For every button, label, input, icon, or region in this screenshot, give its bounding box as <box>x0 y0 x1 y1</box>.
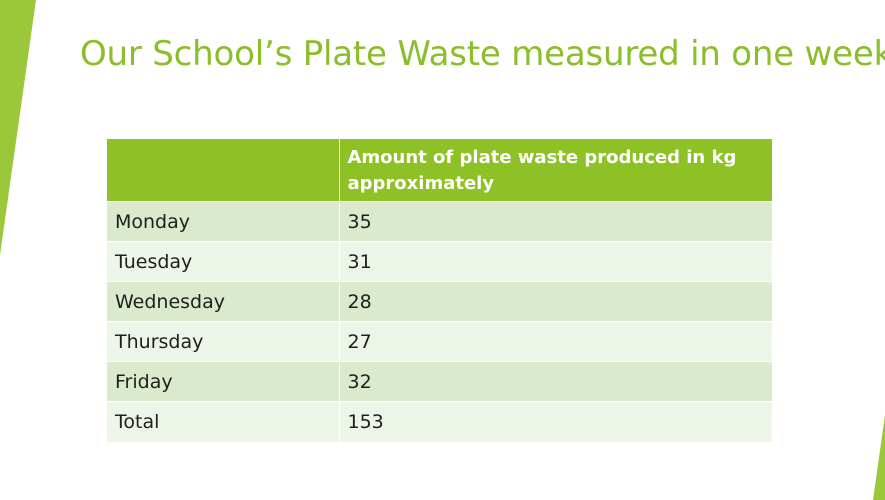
day-cell: Tuesday <box>107 241 340 282</box>
header-cell-amount: Amount of plate waste produced in kg app… <box>339 139 772 202</box>
amount-cell: 31 <box>339 241 772 282</box>
day-cell: Thursday <box>107 321 340 362</box>
day-cell: Wednesday <box>107 281 340 322</box>
table-row: Tuesday 31 <box>107 241 772 282</box>
day-cell: Monday <box>107 201 340 242</box>
table-row: Thursday 27 <box>107 321 772 362</box>
table-row: Wednesday 28 <box>107 281 772 322</box>
header-cell-day <box>107 139 340 202</box>
slide-title: Our School’s Plate Waste measured in one… <box>80 34 885 74</box>
table-row: Friday 32 <box>107 361 772 402</box>
total-amount-cell: 153 <box>339 401 772 442</box>
amount-cell: 32 <box>339 361 772 402</box>
left-accent-stripe <box>0 0 36 255</box>
amount-cell: 28 <box>339 281 772 322</box>
table-row-total: Total 153 <box>107 401 772 442</box>
total-label-cell: Total <box>107 401 340 442</box>
amount-cell: 35 <box>339 201 772 242</box>
table-header-row: Amount of plate waste produced in kg app… <box>107 139 772 202</box>
plate-waste-table: Amount of plate waste produced in kg app… <box>107 139 772 442</box>
right-accent-stripe <box>873 415 885 500</box>
table-row: Monday 35 <box>107 201 772 242</box>
day-cell: Friday <box>107 361 340 402</box>
amount-cell: 27 <box>339 321 772 362</box>
